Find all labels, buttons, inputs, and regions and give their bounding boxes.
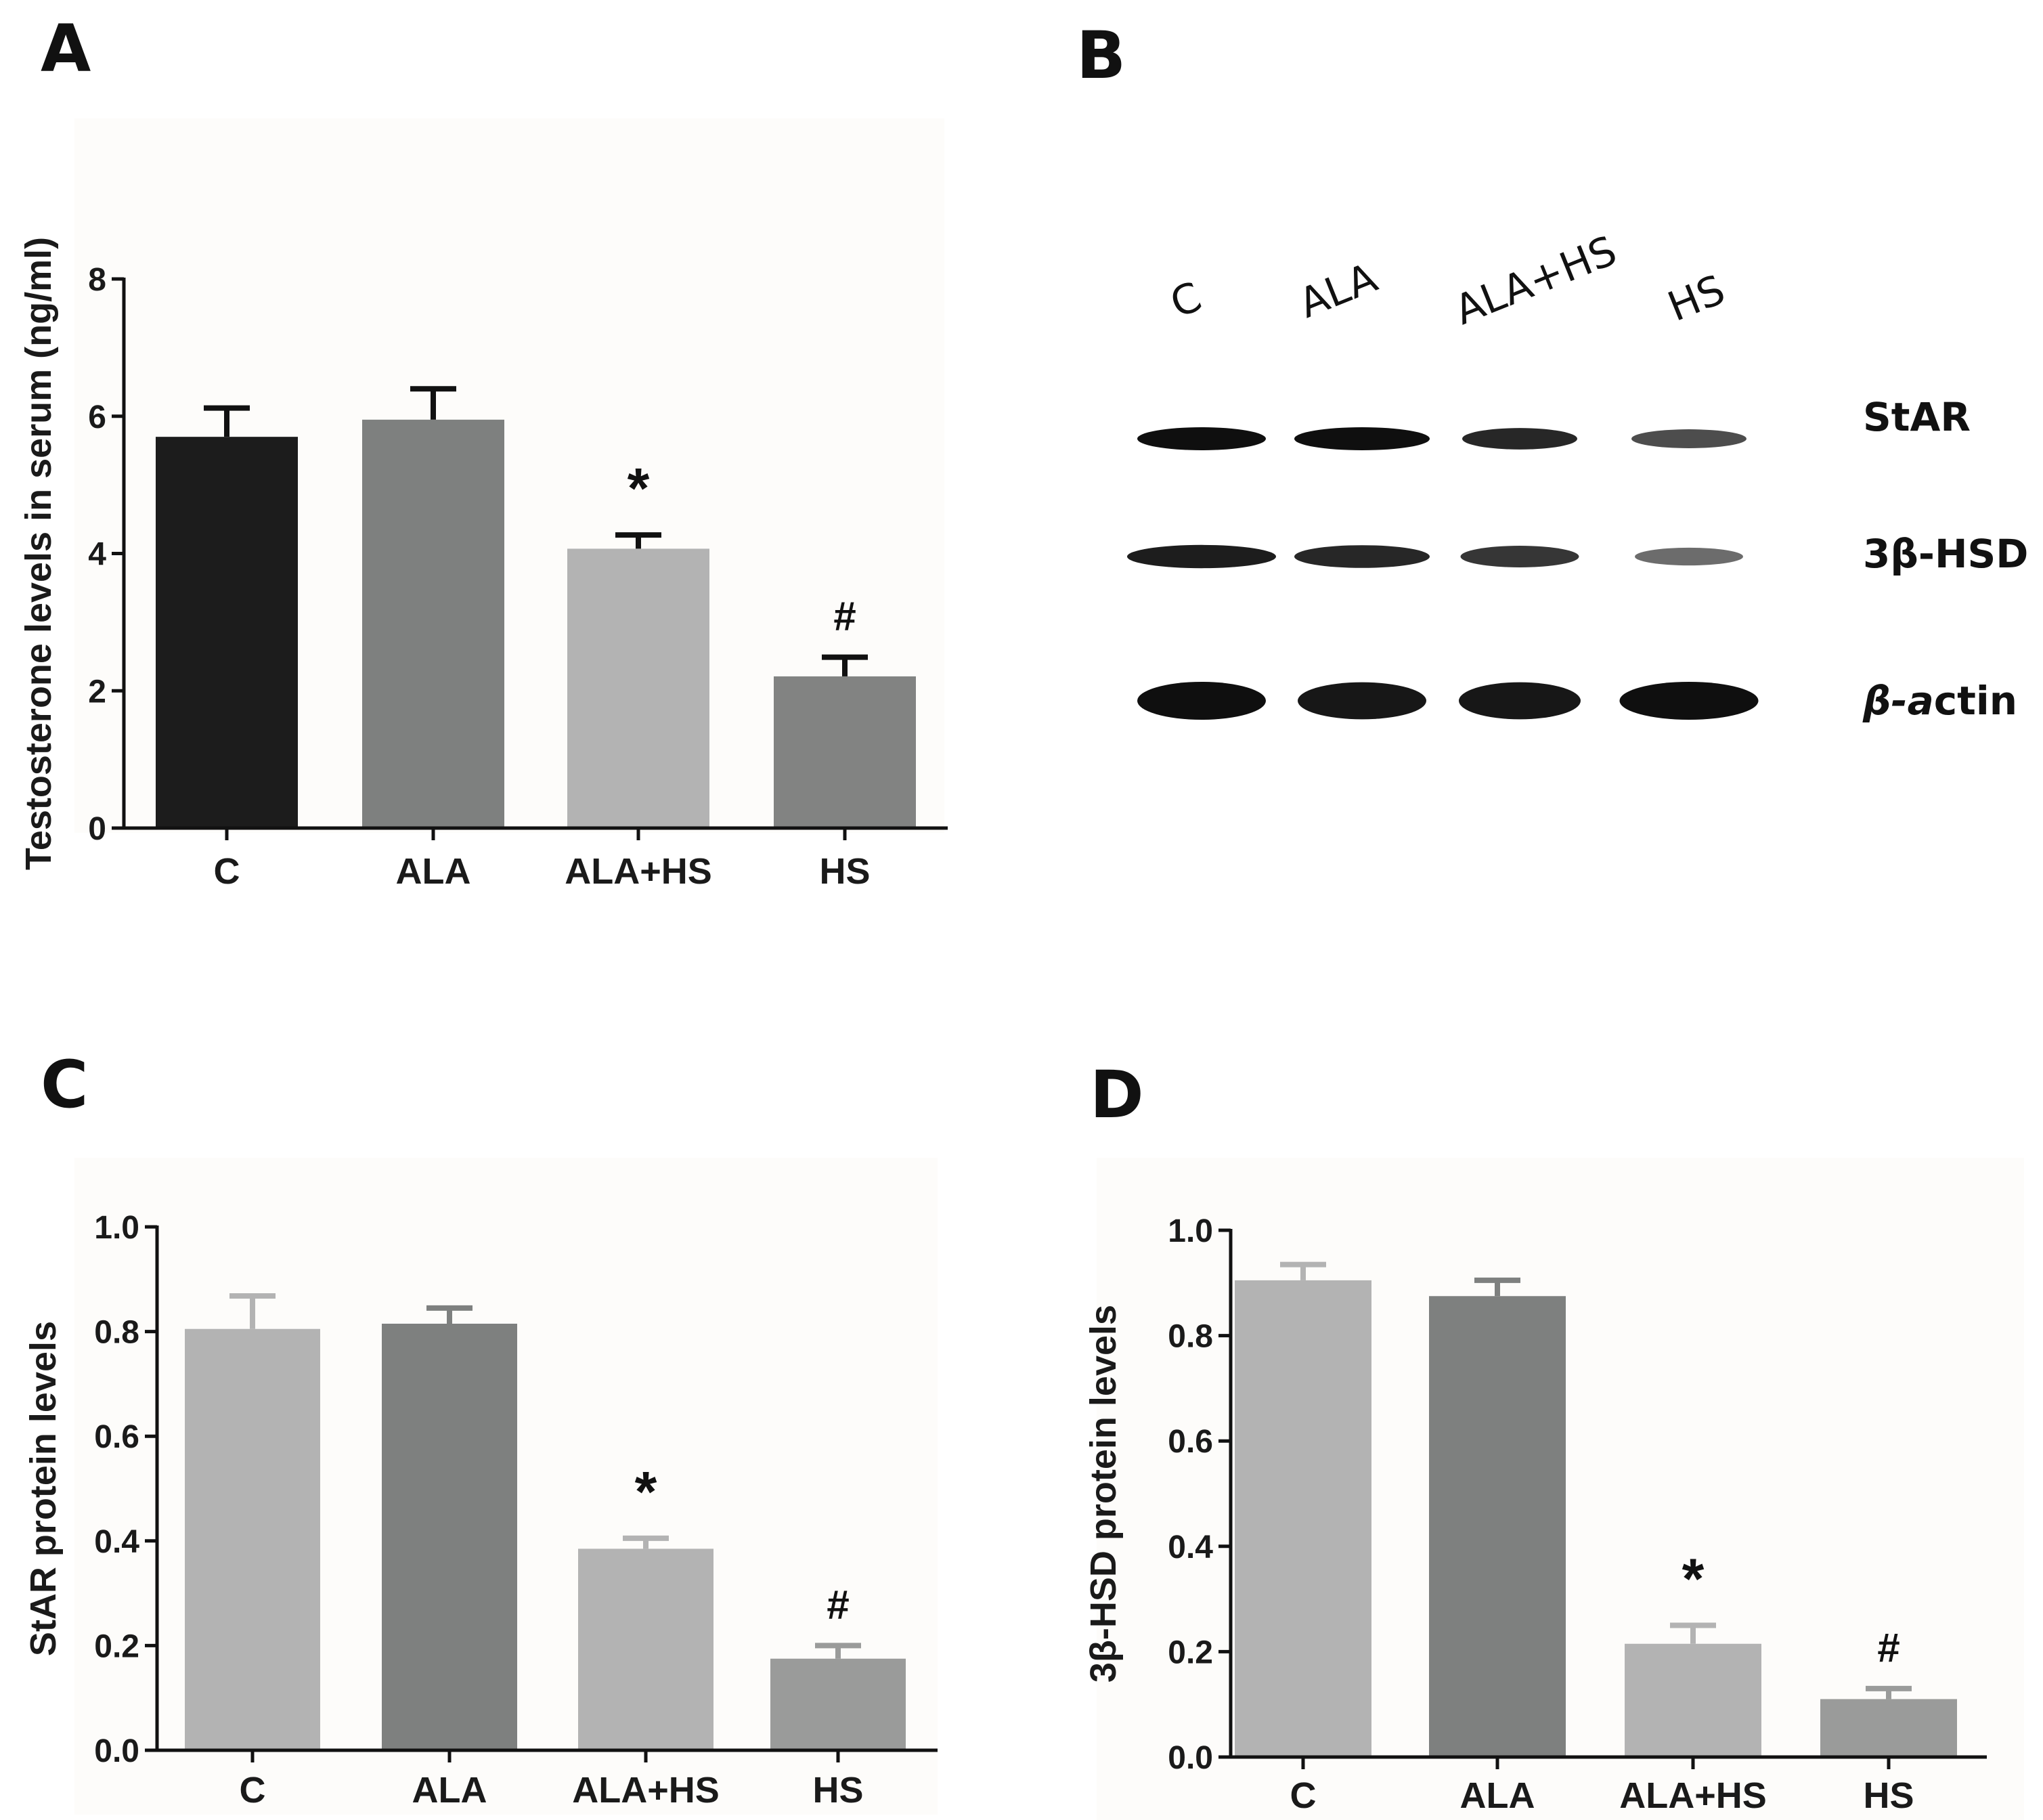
y-axis-title: Testosterone levels in serum (ng/ml)	[18, 237, 59, 870]
x-tick-label: C	[214, 851, 240, 892]
blot-band	[1127, 544, 1276, 569]
y-tick-label: 0.6	[94, 1419, 139, 1455]
x-tick-label: HS	[819, 851, 870, 892]
blot-band	[1298, 682, 1426, 720]
y-tick-label: 0.6	[1168, 1424, 1213, 1460]
blot-row-label-3bhsd: 3β-HSD	[1863, 531, 2028, 577]
bar	[1429, 1296, 1566, 1757]
bar	[578, 1548, 713, 1750]
blot-band	[1635, 547, 1743, 566]
panel-b-label: B	[1076, 18, 1126, 93]
y-tick-label: 2	[88, 674, 106, 710]
y-tick-label: 0.0	[94, 1733, 139, 1769]
bar	[774, 676, 916, 828]
blot-band	[1619, 682, 1759, 720]
y-tick-label: 0	[88, 811, 106, 847]
chart-3bhsd-protein: * #0.0 0.2 0.4 0.6 0.8 1.0 C ALA ALA+HS HS 3β-HSD p…	[1083, 1158, 2024, 1820]
y-tick-label: 1.0	[94, 1210, 139, 1246]
chart-star-protein: * #0.0 0.2 0.4 0.6 0.8 1.0 C ALA ALA+HS HS StAR pro…	[23, 1158, 938, 1815]
x-tick-label: ALA	[412, 1770, 487, 1811]
y-tick-label: 0.8	[94, 1315, 139, 1351]
blot-band	[1462, 428, 1577, 450]
blot-band	[1460, 546, 1579, 567]
y-tick-label: 0.8	[1168, 1319, 1213, 1355]
significance-asterisk: *	[628, 456, 650, 520]
blot-lane-label: ALA	[1292, 254, 1384, 328]
blot-lane-label: HS	[1661, 266, 1731, 331]
x-tick-label: ALA+HS	[572, 1770, 720, 1811]
x-tick-label: HS	[1863, 1775, 1914, 1816]
bar	[1820, 1699, 1957, 1757]
significance-asterisk: *	[1682, 1547, 1705, 1611]
panel-a-label: A	[41, 11, 91, 87]
y-tick-label: 0.4	[1168, 1530, 1213, 1565]
panel-d-label: D	[1090, 1057, 1144, 1133]
blot-lane-labels: C ALA ALA+HS HS	[1164, 227, 1731, 334]
blot-bands	[1127, 427, 1759, 720]
actin-label-prefix: β-a	[1862, 678, 1934, 724]
x-tick-label: ALA	[396, 851, 471, 892]
blot-band	[1459, 682, 1581, 720]
bar	[185, 1328, 320, 1750]
bar	[362, 419, 504, 828]
bar	[1625, 1643, 1761, 1757]
y-tick-label: 0.2	[1168, 1634, 1213, 1670]
significance-asterisk: *	[635, 1460, 657, 1523]
bar	[770, 1658, 906, 1750]
blot-band	[1631, 429, 1747, 448]
x-tick-label: ALA+HS	[565, 851, 712, 892]
y-tick-label: 1.0	[1168, 1213, 1213, 1249]
x-tick-label: C	[240, 1770, 266, 1811]
chart-testosterone: * #0 2 4 6 8 C ALA ALA+HS HS Testosterone levels i…	[18, 118, 948, 892]
blot-band	[1137, 427, 1266, 450]
blot-lane-label: C	[1164, 273, 1208, 328]
bar	[567, 548, 709, 828]
significance-hash: #	[833, 594, 856, 639]
x-tick-label: HS	[812, 1770, 863, 1811]
blot-band	[1294, 427, 1430, 450]
panel-c-label: C	[41, 1047, 88, 1123]
blot-row-label-actin: β-actin	[1862, 678, 2017, 724]
y-tick-label: 0.0	[1168, 1740, 1213, 1776]
y-axis-title: StAR protein levels	[23, 1321, 64, 1656]
y-tick-label: 8	[88, 262, 106, 298]
x-tick-label: C	[1290, 1775, 1317, 1816]
actin-label-suffix: ctin	[1934, 678, 2017, 724]
blot-band	[1137, 682, 1266, 720]
bar	[382, 1324, 517, 1750]
x-tick-label: ALA	[1460, 1775, 1535, 1816]
y-tick-label: 4	[88, 537, 106, 573]
bar	[1235, 1280, 1371, 1757]
blot-lane-label: ALA+HS	[1448, 227, 1623, 334]
y-tick-label: 0.4	[94, 1524, 139, 1560]
significance-hash: #	[827, 1582, 849, 1627]
western-blot: C ALA ALA+HS HS StAR 3β-HSD β-actin	[1127, 227, 2028, 724]
y-tick-label: 0.2	[94, 1628, 139, 1664]
significance-hash: #	[1877, 1625, 1899, 1670]
blot-band	[1294, 545, 1430, 568]
bar	[156, 437, 298, 828]
blot-row-label-star: StAR	[1863, 394, 1971, 440]
y-tick-label: 6	[88, 399, 106, 435]
x-tick-label: ALA+HS	[1619, 1775, 1767, 1816]
y-axis-title: 3β-HSD protein levels	[1083, 1305, 1124, 1683]
